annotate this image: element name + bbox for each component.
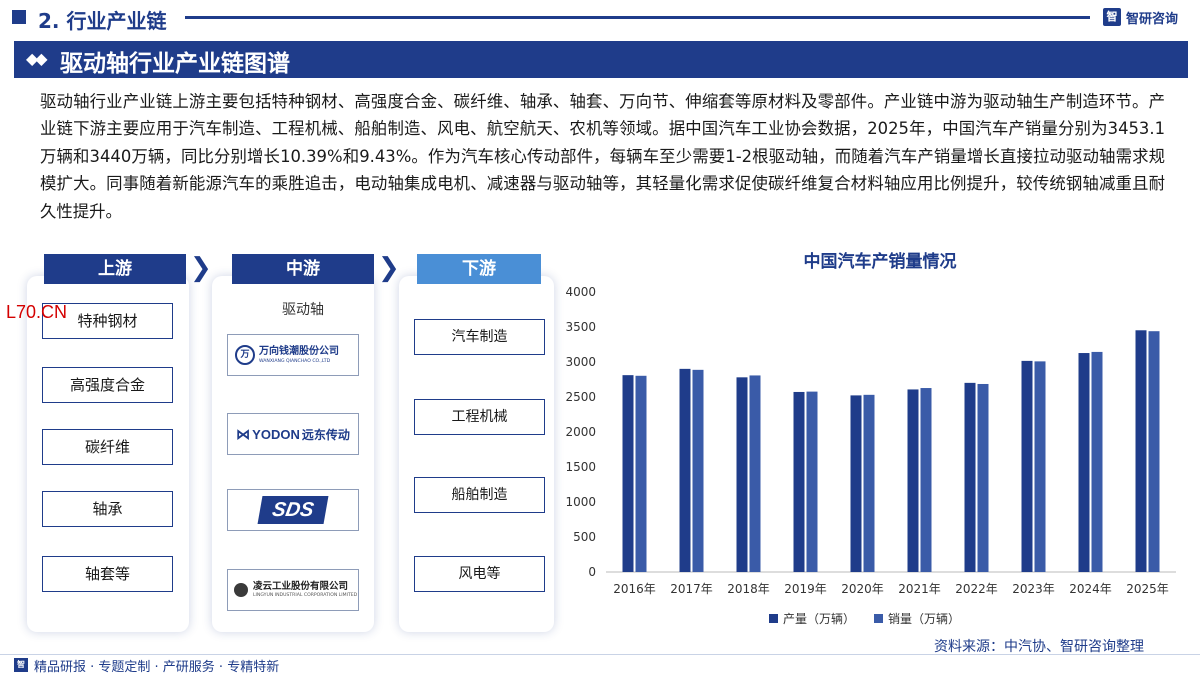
company-name-en: WANXIANG QIANCHAO CO.,LTD (259, 358, 331, 364)
x-tick-label: 2025年 (1126, 582, 1169, 596)
sds-logo: SDS (227, 489, 359, 531)
upstream-item: 轴承 (42, 491, 173, 527)
company-name-en: LINGYUN INDUSTRIAL CORPORATION LIMITED (253, 593, 358, 598)
chevron-right-icon: ❯ (190, 253, 212, 283)
footer-logo-icon: 智 (14, 658, 28, 672)
y-tick-label: 2000 (565, 425, 596, 439)
x-tick-label: 2024年 (1069, 582, 1112, 596)
sales-bar (920, 388, 932, 572)
downstream-item: 风电等 (414, 556, 545, 592)
midstream-label: 驱动轴 (282, 302, 324, 318)
lingyun-logo: 凌云工业股份有限公司 LINGYUN INDUSTRIAL CORPORATIO… (227, 569, 359, 611)
legend-swatch (769, 614, 778, 623)
sales-bar (863, 394, 875, 572)
data-source: 资料来源：中汽协、智研咨询整理 (934, 639, 1144, 655)
sales-bar (977, 383, 989, 572)
footer-tagline: 精品研报 · 专题定制 · 产研服务 · 专精特新 (34, 660, 280, 675)
y-tick-label: 3500 (565, 320, 596, 334)
section-header: 2. 行业产业链 智 智研咨询 (0, 0, 1200, 36)
legend-swatch (874, 614, 883, 623)
production-bar (850, 395, 862, 572)
yodon-logo: ⋈ YODON 远东传动 (227, 413, 359, 455)
production-bar (679, 368, 691, 572)
downstream-item: 船舶制造 (414, 477, 545, 513)
page-title: 驱动轴行业产业链图谱 (60, 51, 290, 77)
upstream-header: 上游 (44, 254, 186, 284)
midstream-header: 中游 (232, 254, 374, 284)
x-tick-label: 2016年 (613, 582, 656, 596)
production-bar (1078, 353, 1090, 572)
header-divider (185, 16, 1090, 19)
y-tick-label: 500 (573, 530, 596, 544)
company-name-cn: 凌云工业股份有限公司 (253, 581, 349, 592)
brand: 智 智研咨询 (1103, 6, 1178, 28)
intro-paragraph: 驱动轴行业产业链上游主要包括特种钢材、高强度合金、碳纤维、轴承、轴套、万向节、伸… (40, 92, 1165, 221)
section-title: 2. 行业产业链 (38, 9, 167, 33)
wanxiang-logo: 万 万向钱潮股份公司 WANXIANG QIANCHAO CO.,LTD (227, 334, 359, 376)
upstream-item: 碳纤维 (42, 429, 173, 465)
lingyun-emblem-icon (234, 583, 248, 597)
x-tick-label: 2020年 (841, 582, 884, 596)
downstream-item: 工程机械 (414, 399, 545, 435)
brand-logo-icon: 智 (1103, 8, 1121, 26)
production-bar (622, 375, 634, 572)
sales-bar (1034, 361, 1046, 572)
sales-bar (635, 375, 647, 572)
chart-title: 中国汽车产销量情况 (803, 252, 957, 272)
y-tick-label: 3000 (565, 355, 596, 369)
wanxiang-emblem-icon: 万 (235, 345, 255, 365)
legend-label: 产量（万辆） (783, 612, 855, 626)
y-tick-label: 4000 (565, 285, 596, 299)
production-bar (1135, 330, 1147, 572)
production-bar (793, 391, 805, 572)
production-bar (964, 382, 976, 572)
x-tick-label: 2017年 (670, 582, 713, 596)
sales-bar (1148, 331, 1160, 572)
footer-divider (0, 654, 1200, 655)
chevron-right-icon: ❯ (378, 253, 400, 283)
watermark-text: L70.CN (6, 302, 68, 322)
downstream-item: 汽车制造 (414, 319, 545, 355)
upstream-item: 特种钢材 (42, 303, 173, 339)
company-name-en: YODON (252, 426, 300, 442)
page-title-bar: ◆◆ 驱动轴行业产业链图谱 (14, 41, 1188, 78)
yodon-emblem-icon: ⋈ (236, 425, 251, 442)
y-tick-label: 1500 (565, 460, 596, 474)
upstream-item: 轴套等 (42, 556, 173, 592)
x-tick-label: 2019年 (784, 582, 827, 596)
brand-name: 智研咨询 (1126, 11, 1179, 27)
production-bar (907, 389, 919, 572)
x-tick-label: 2021年 (898, 582, 941, 596)
legend-label: 销量（万辆） (888, 612, 960, 626)
y-tick-label: 2500 (565, 390, 596, 404)
production-bar (736, 377, 748, 572)
sales-bar (806, 391, 818, 572)
x-tick-label: 2018年 (727, 582, 770, 596)
sales-bar (1091, 351, 1103, 572)
upstream-item: 高强度合金 (42, 367, 173, 403)
sds-text: SDS (257, 496, 329, 524)
diamond-icon: ◆◆ (26, 49, 48, 68)
sales-bar (749, 375, 761, 572)
production-bar (1021, 360, 1033, 572)
sales-bar (692, 369, 704, 572)
y-tick-label: 1000 (565, 495, 596, 509)
bar-chart: 0 500 1000 1500 2000 2500 3000 3500 4000 2016年 201… (565, 285, 1176, 626)
y-tick-label: 0 (588, 565, 596, 579)
x-tick-label: 2022年 (955, 582, 998, 596)
x-tick-label: 2023年 (1012, 582, 1055, 596)
company-name-cn: 远东传动 (301, 427, 350, 442)
company-name-cn: 万向钱潮股份公司 (259, 345, 339, 357)
downstream-header: 下游 (417, 254, 541, 284)
section-marker-icon (12, 10, 26, 24)
